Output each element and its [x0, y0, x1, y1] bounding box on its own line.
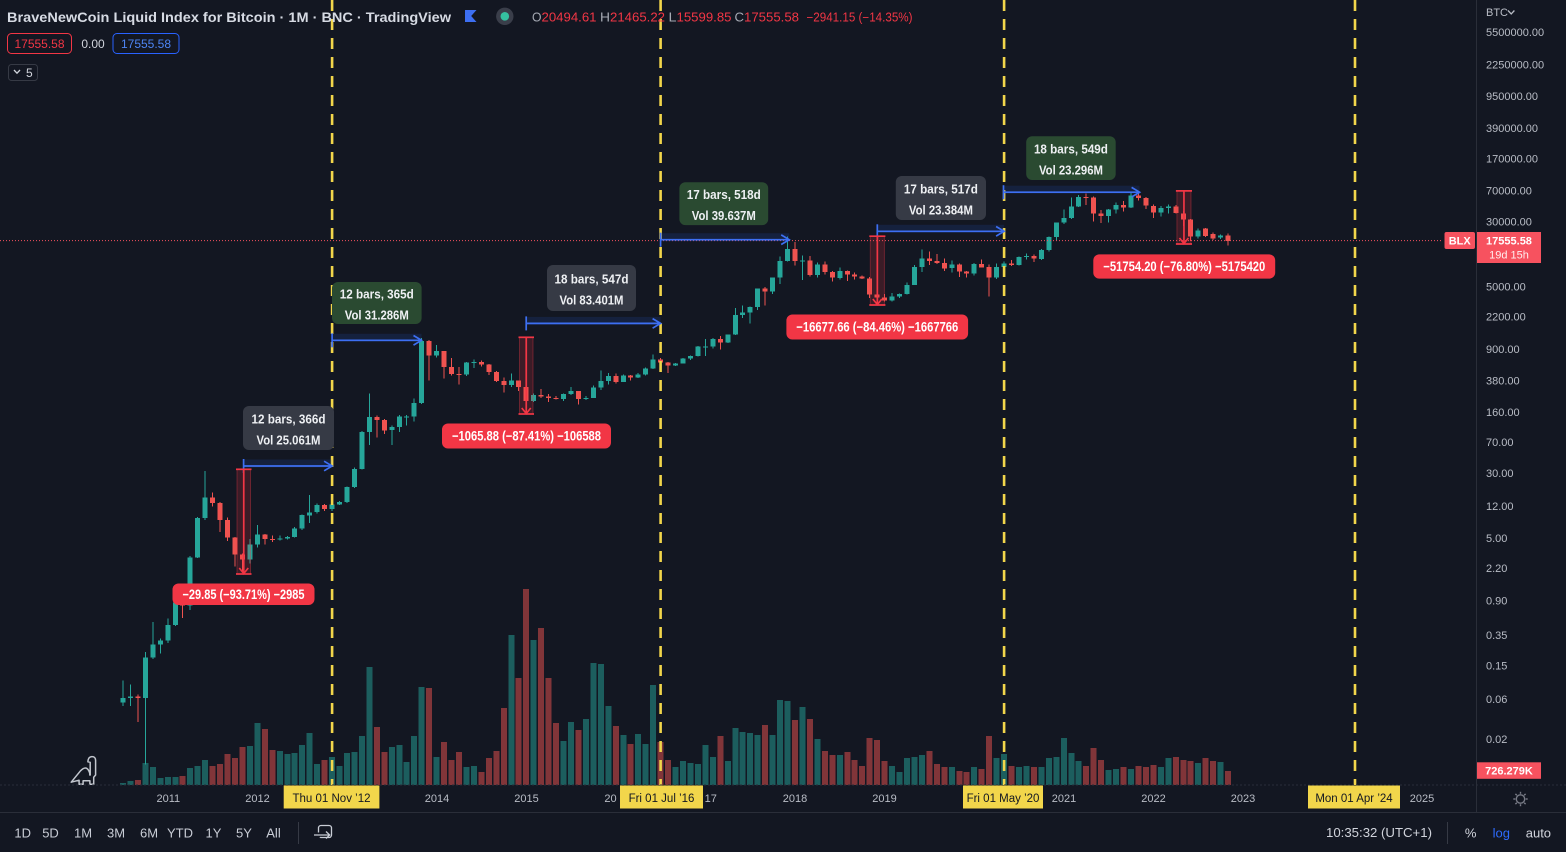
svg-text:2250000.00: 2250000.00 [1486, 59, 1544, 71]
svg-text:2.20: 2.20 [1486, 563, 1507, 575]
svg-text:H: H [600, 11, 610, 25]
svg-text:−51754.20 (−76.80%) −5175420: −51754.20 (−76.80%) −5175420 [1103, 259, 1265, 274]
svg-text:%: % [1465, 826, 1477, 841]
svg-text:10:35:32 (UTC+1): 10:35:32 (UTC+1) [1326, 825, 1432, 840]
svg-text:2025: 2025 [1410, 793, 1434, 805]
svg-text:5.00: 5.00 [1486, 533, 1507, 545]
svg-text:18 bars, 547d: 18 bars, 547d [555, 273, 629, 287]
svg-text:log: log [1493, 826, 1510, 841]
svg-text:15599.85: 15599.85 [677, 11, 732, 25]
svg-text:2021: 2021 [1052, 793, 1076, 805]
svg-text:5500000.00: 5500000.00 [1486, 27, 1544, 39]
svg-text:Mon 01 Apr ’24: Mon 01 Apr ’24 [1315, 793, 1393, 805]
svg-text:L: L [669, 11, 677, 25]
svg-text:auto: auto [1526, 826, 1551, 841]
svg-text:BTC: BTC [1486, 7, 1508, 19]
svg-text:5: 5 [26, 66, 33, 80]
svg-text:Vol 23.384M: Vol 23.384M [909, 204, 973, 218]
svg-text:17 bars, 517d: 17 bars, 517d [904, 183, 978, 197]
svg-text:2014: 2014 [425, 793, 449, 805]
svg-text:20: 20 [604, 793, 616, 805]
svg-text:2018: 2018 [783, 793, 807, 805]
svg-text:160.00: 160.00 [1486, 407, 1520, 419]
svg-text:0.15: 0.15 [1486, 661, 1507, 673]
svg-text:−16677.66 (−84.46%) −1667766: −16677.66 (−84.46%) −1667766 [796, 320, 958, 335]
svg-text:2012: 2012 [245, 793, 269, 805]
svg-text:726.279K: 726.279K [1485, 766, 1533, 778]
svg-text:21465.22: 21465.22 [610, 11, 665, 25]
svg-text:O: O [532, 11, 542, 25]
svg-text:17 bars, 518d: 17 bars, 518d [687, 188, 761, 202]
svg-text:BLX: BLX [1449, 235, 1472, 247]
svg-text:30.00: 30.00 [1486, 468, 1514, 480]
svg-text:17555.58: 17555.58 [744, 11, 799, 25]
svg-text:2019: 2019 [872, 793, 896, 805]
svg-text:6M: 6M [140, 826, 158, 841]
svg-text:Vol 39.637M: Vol 39.637M [692, 209, 756, 223]
svg-text:−2941.15 (−14.35%): −2941.15 (−14.35%) [807, 11, 913, 25]
svg-text:YTD: YTD [167, 826, 193, 841]
svg-text:0.06: 0.06 [1486, 694, 1507, 706]
svg-text:12 bars, 366d: 12 bars, 366d [252, 413, 326, 427]
svg-text:2022: 2022 [1141, 793, 1165, 805]
svg-text:17555.58: 17555.58 [14, 37, 64, 51]
svg-text:Thu 01 Nov ’12: Thu 01 Nov ’12 [293, 793, 371, 805]
svg-text:20494.61: 20494.61 [542, 11, 597, 25]
svg-text:1Y: 1Y [206, 826, 222, 841]
svg-text:Vol 25.061M: Vol 25.061M [257, 434, 321, 448]
svg-text:−29.85 (−93.71%) −2985: −29.85 (−93.71%) −2985 [183, 587, 305, 602]
svg-text:BraveNewCoin Liquid Index for: BraveNewCoin Liquid Index for Bitcoin · … [7, 9, 451, 25]
svg-text:Vol 23.296M: Vol 23.296M [1039, 164, 1103, 178]
svg-text:5000.00: 5000.00 [1486, 282, 1526, 294]
svg-text:12.00: 12.00 [1486, 501, 1514, 513]
svg-text:Fri 01 May ’20: Fri 01 May ’20 [967, 793, 1040, 805]
svg-text:Vol 83.401M: Vol 83.401M [560, 294, 624, 308]
svg-text:Fri 01 Jul ’16: Fri 01 Jul ’16 [629, 793, 695, 805]
svg-text:950000.00: 950000.00 [1486, 91, 1538, 103]
svg-text:Vol 31.286M: Vol 31.286M [345, 309, 409, 323]
svg-text:17: 17 [705, 793, 717, 805]
svg-text:0.02: 0.02 [1486, 734, 1507, 746]
svg-text:0.00: 0.00 [81, 37, 105, 51]
svg-text:0.35: 0.35 [1486, 630, 1507, 642]
svg-text:−1065.88 (−87.41%) −106588: −1065.88 (−87.41%) −106588 [452, 429, 601, 444]
svg-text:170000.00: 170000.00 [1486, 153, 1538, 165]
svg-text:17555.58: 17555.58 [1486, 236, 1532, 248]
svg-text:380.00: 380.00 [1486, 375, 1520, 387]
svg-text:1M: 1M [74, 826, 92, 841]
svg-text:2023: 2023 [1231, 793, 1255, 805]
svg-text:18 bars, 549d: 18 bars, 549d [1034, 143, 1108, 157]
svg-text:12 bars, 365d: 12 bars, 365d [340, 288, 414, 302]
svg-text:3M: 3M [107, 826, 125, 841]
svg-text:70000.00: 70000.00 [1486, 186, 1532, 198]
svg-text:2015: 2015 [514, 793, 538, 805]
svg-text:All: All [266, 826, 281, 841]
svg-text:19d 15h: 19d 15h [1489, 250, 1529, 262]
svg-text:900.00: 900.00 [1486, 344, 1520, 356]
svg-text:2200.00: 2200.00 [1486, 312, 1526, 324]
svg-text:70.00: 70.00 [1486, 437, 1514, 449]
svg-text:30000.00: 30000.00 [1486, 217, 1532, 229]
svg-text:390000.00: 390000.00 [1486, 123, 1538, 135]
svg-text:0.90: 0.90 [1486, 595, 1507, 607]
svg-text:17555.58: 17555.58 [121, 37, 171, 51]
svg-text:C: C [735, 11, 745, 25]
svg-text:1D: 1D [14, 826, 31, 841]
svg-text:2011: 2011 [156, 793, 180, 805]
svg-text:5Y: 5Y [236, 826, 252, 841]
svg-text:5D: 5D [42, 826, 59, 841]
